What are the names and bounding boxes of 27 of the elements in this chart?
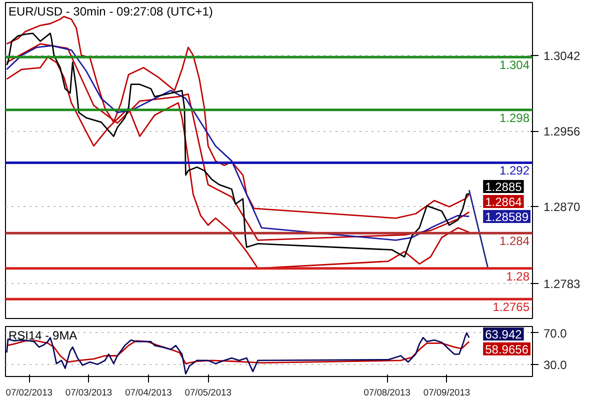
y-tick-label: 1.2783 — [544, 276, 581, 291]
x-tick-label: 07/04/2013 — [125, 388, 172, 398]
data-label: 1.2885 — [485, 180, 522, 194]
data-label: 58.9656 — [485, 342, 529, 356]
line-series — [6, 332, 470, 375]
ref-line-label: 1.292 — [499, 164, 530, 178]
x-tick-label: 07/05/2013 — [184, 388, 232, 398]
x-tick-label: 07/03/2013 — [65, 388, 112, 398]
x-tick-label: 07/02/2013 — [6, 388, 52, 398]
data-label: 1.28589 — [485, 210, 529, 224]
y-tick-label: 1.3042 — [544, 48, 581, 63]
y-tick-label: 30.0 — [544, 358, 568, 372]
y-tick-label: 1.2870 — [544, 200, 581, 214]
chart-title: RSI14 - 9MA — [8, 328, 78, 342]
y-tick-label: 1.2956 — [544, 124, 581, 139]
ref-line-label: 1.298 — [499, 110, 530, 125]
chart-title: EUR/USD - 30min - 09:27:08 (UTC+1) — [8, 4, 213, 18]
ref-line-label: 1.28 — [506, 269, 530, 284]
x-tick-label: 07/08/2013 — [364, 388, 410, 398]
data-label: 1.2864 — [485, 194, 522, 209]
ref-line-label: 1.2765 — [492, 300, 530, 314]
y-tick-label: 70.0 — [544, 326, 568, 340]
data-label: 63.942 — [485, 328, 522, 342]
ref-line-label: 1.304 — [499, 58, 530, 72]
line-series — [6, 340, 470, 364]
ref-line-label: 1.284 — [499, 234, 530, 248]
x-tick-label: 07/09/2013 — [423, 388, 470, 398]
